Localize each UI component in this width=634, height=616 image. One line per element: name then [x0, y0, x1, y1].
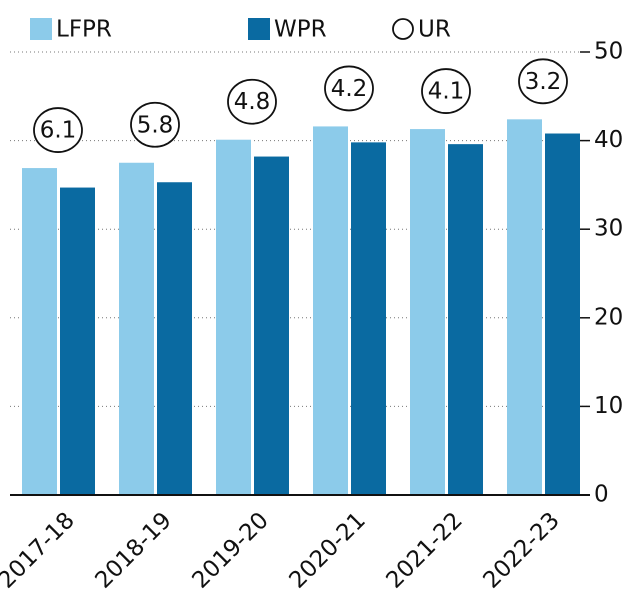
ur-label: 6.1	[40, 118, 77, 144]
ur-circle	[130, 101, 180, 148]
ur-label: 4.1	[428, 79, 465, 105]
ur-circle	[227, 78, 277, 125]
y-tick-label: 0	[594, 482, 609, 508]
ur-circle	[518, 58, 568, 105]
ur-circle	[33, 107, 83, 153]
ur-label: 5.8	[137, 112, 174, 138]
ur-label: 4.2	[331, 76, 368, 102]
ur-circle	[324, 65, 374, 112]
bar	[157, 182, 192, 495]
legend-label: WPR	[274, 17, 327, 43]
bar	[254, 156, 289, 495]
legend-label: LFPR	[56, 17, 112, 43]
y-tick-label: 30	[594, 216, 623, 242]
bar	[545, 133, 580, 495]
legend-swatch	[248, 18, 270, 40]
bar	[410, 129, 445, 495]
legend-label: UR	[418, 17, 451, 43]
ur-circle	[421, 68, 471, 114]
ur-label: 4.8	[234, 89, 271, 115]
bar	[216, 139, 251, 496]
ur-label: 3.2	[525, 69, 562, 95]
bar	[313, 126, 348, 495]
y-tick-label: 10	[594, 393, 623, 419]
y-tick-label: 20	[594, 304, 623, 330]
legend-swatch	[30, 18, 52, 40]
y-tick-label: 40	[594, 127, 623, 153]
bar	[351, 142, 386, 495]
bar	[448, 144, 483, 496]
legend-swatch	[392, 18, 414, 40]
bar	[60, 187, 95, 496]
bar	[22, 168, 57, 496]
bar	[119, 162, 154, 495]
y-tick-label: 50	[594, 39, 623, 65]
bar	[507, 119, 542, 495]
